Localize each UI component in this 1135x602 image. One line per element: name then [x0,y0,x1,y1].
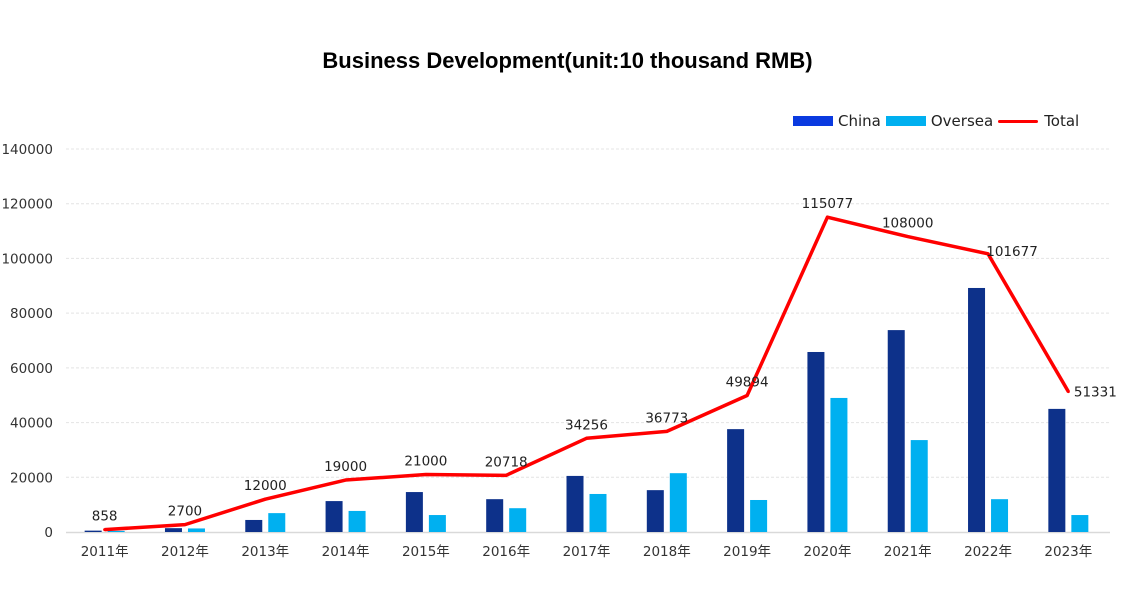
data-label-total: 12000 [244,478,287,494]
x-tick-label: 2023年 [1044,544,1092,560]
legend-label-oversea: Oversea [930,112,994,130]
point-total [825,215,829,219]
point-total [103,528,107,532]
point-total [344,478,348,482]
bar-china [646,490,664,532]
point-total [986,252,990,256]
legend-swatch-china [793,116,833,126]
y-tick-label: 140000 [1,142,53,158]
x-tick-label: 2017年 [563,544,611,560]
x-tick-label: 2021年 [884,544,932,560]
point-total [906,235,910,239]
bar-oversea [268,513,286,532]
bar-oversea [669,473,687,532]
x-tick-label: 2018年 [643,544,691,560]
data-label-total: 108000 [882,216,934,232]
chart-title: Business Development(unit:10 thousand RM… [322,48,813,73]
point-total [504,473,508,477]
x-tick-label: 2019年 [723,544,771,560]
x-tick-label: 2020年 [803,544,851,560]
bar-oversea [1071,515,1089,532]
x-tick-label: 2012年 [161,544,209,560]
data-label-total: 2700 [168,504,202,520]
data-label-total: 19000 [324,459,367,475]
x-tick-label: 2016年 [482,544,530,560]
x-tick-label: 2014年 [322,544,370,560]
bar-china [245,519,263,532]
bar-china [164,528,182,532]
point-total [665,429,669,433]
data-label-total: 858 [92,509,118,525]
data-label-total: 115077 [802,196,854,212]
bar-china [887,330,905,532]
bar-china [325,501,343,532]
bar-china [486,499,504,532]
bar-oversea [750,499,768,532]
point-total [585,436,588,440]
legend: China Oversea Total [793,112,1084,130]
bar-oversea [107,530,125,532]
bar-china [1048,408,1066,532]
data-label-total: 21000 [404,454,447,470]
bar-oversea [589,493,607,532]
x-tick-label: 2015年 [402,544,450,560]
point-total [183,523,187,527]
x-tick-label: 2022年 [964,544,1012,560]
bar-china [968,287,986,532]
bar-oversea [509,508,527,532]
legend-label-total: Total [1044,112,1080,130]
bar-oversea [910,440,928,532]
y-tick-label: 20000 [10,470,53,486]
data-label-total: 20718 [485,454,528,470]
bar-china [727,429,745,532]
bar-oversea [991,499,1009,532]
legend-item-china[interactable]: China [793,112,881,130]
bar-china [566,475,584,532]
bar-china [84,530,102,532]
y-tick-label: 40000 [10,416,53,432]
bar-oversea [428,515,446,532]
y-tick-label: 100000 [1,251,53,267]
legend-swatch-oversea [885,116,926,126]
x-tick-label: 2013年 [241,544,289,560]
y-tick-label: 120000 [1,197,53,213]
bar-oversea [348,510,366,532]
legend-label-china: China [838,112,881,130]
y-tick-label: 60000 [10,361,53,377]
data-label-total: 51331 [1074,385,1117,401]
data-label-total: 49894 [726,375,769,391]
point-total [424,473,428,477]
data-label-total: 34256 [565,417,608,433]
bar-oversea [830,397,848,532]
x-tick-label: 2011年 [81,544,129,560]
bar-china [807,351,825,532]
legend-item-total[interactable]: Total [998,112,1079,130]
bar-oversea [187,528,205,532]
data-label-total: 101677 [986,244,1038,260]
y-tick-label: 80000 [10,306,53,322]
bar-china [405,492,423,532]
legend-item-oversea[interactable]: Oversea [885,112,994,130]
point-total [263,497,267,501]
point-total [745,394,749,398]
point-total [1066,390,1070,394]
data-label-total: 36773 [645,410,688,426]
legend-swatch-total [998,119,1039,123]
y-tick-label: 0 [44,525,53,541]
